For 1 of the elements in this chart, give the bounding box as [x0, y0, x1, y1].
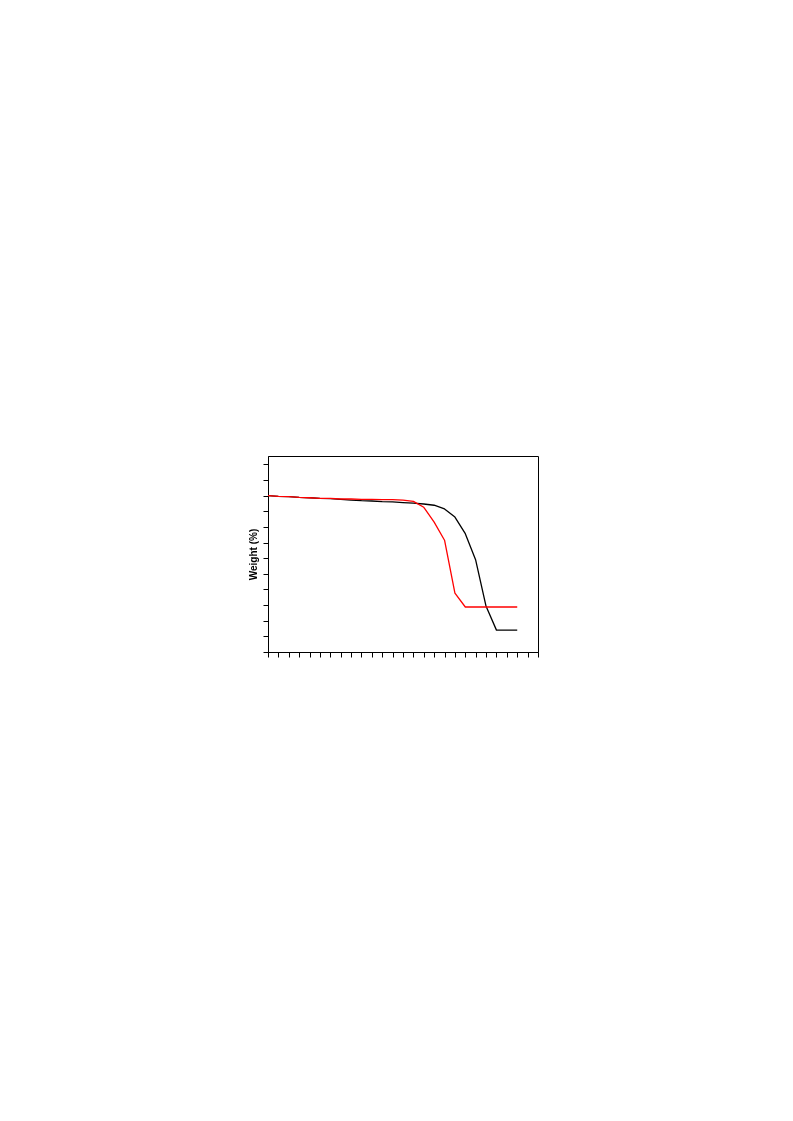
y-axis-title: Weight (%)	[248, 528, 259, 581]
